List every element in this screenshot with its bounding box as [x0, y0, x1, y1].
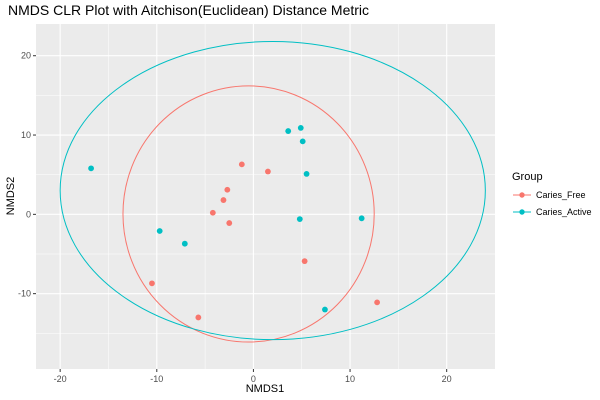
chart-title: NMDS CLR Plot with Aitchison(Euclidean) …: [8, 2, 369, 18]
y-tick-label: -10: [18, 289, 31, 299]
legend: Group Caries_Free Caries_Active: [512, 171, 592, 217]
minor-gridlines: [36, 24, 495, 369]
point-caries-active: [299, 138, 306, 145]
point-caries-free: [209, 209, 216, 216]
point-caries-active: [88, 165, 94, 172]
ellipse-caries-active: [59, 40, 486, 341]
point-caries-free: [374, 299, 381, 306]
ellipse-caries-free: [122, 85, 375, 343]
x-axis-title: NMDS1: [246, 383, 285, 395]
point-caries-free: [220, 197, 227, 203]
major-gridlines: [36, 24, 495, 369]
point-caries-free: [226, 220, 233, 226]
data-points: [88, 124, 381, 321]
point-caries-free: [238, 161, 245, 168]
point-caries-active: [181, 240, 188, 247]
x-tick-label: -10: [150, 374, 163, 384]
legend-label-caries-free: Caries_Free: [536, 190, 586, 200]
y-axis-title: NMDS2: [5, 177, 17, 216]
point-caries-active: [358, 215, 365, 222]
y-tick-label: 0: [26, 209, 31, 219]
point-caries-free: [265, 168, 271, 175]
y-axis-ticks: -10 0 10 20: [18, 51, 36, 299]
point-caries-free: [301, 258, 308, 265]
x-tick-label: -20: [54, 374, 67, 384]
point-caries-active: [322, 306, 328, 313]
legend-key-point: [519, 209, 525, 215]
x-tick-label: 20: [442, 374, 452, 384]
legend-item-caries-active: Caries_Active: [513, 207, 592, 217]
point-caries-free: [224, 186, 231, 193]
x-tick-label: 10: [345, 374, 355, 384]
x-axis-ticks: -20 -10 0 10 20: [54, 369, 452, 384]
point-caries-active: [285, 128, 292, 134]
point-caries-free: [149, 280, 155, 287]
x-tick-label: 0: [251, 374, 256, 384]
legend-item-caries-free: Caries_Free: [513, 190, 586, 200]
point-caries-active: [156, 228, 163, 234]
point-caries-free: [195, 314, 202, 321]
point-caries-active: [303, 170, 310, 177]
point-caries-active: [296, 216, 303, 223]
legend-key-point: [519, 192, 525, 198]
y-tick-label: 10: [21, 130, 31, 140]
legend-label-caries-active: Caries_Active: [536, 207, 592, 217]
point-caries-active: [297, 124, 304, 131]
plot-panel: [36, 24, 495, 369]
y-tick-label: 20: [21, 51, 31, 61]
group-ellipses: [59, 40, 486, 343]
legend-title: Group: [512, 171, 543, 183]
